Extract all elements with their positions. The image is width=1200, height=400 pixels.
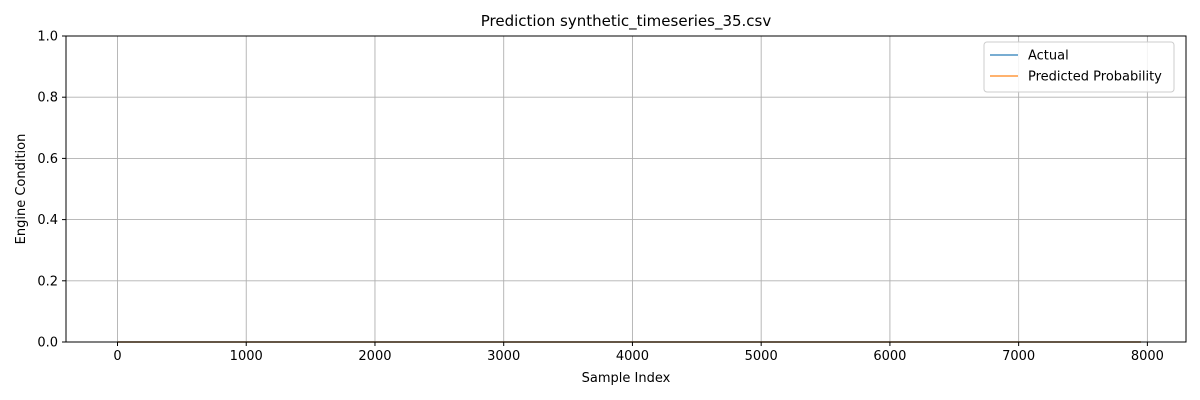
- x-tick-label: 5000: [745, 349, 778, 364]
- x-tick-label: 0: [113, 349, 121, 364]
- x-tick-label: 1000: [230, 349, 263, 364]
- x-tick-label: 6000: [873, 349, 906, 364]
- y-tick-label: 0.2: [37, 274, 58, 289]
- x-tick-label: 7000: [1002, 349, 1035, 364]
- x-axis-ticks: 0 1000 2000 3000 4000 5000 6000 7000 8000: [113, 342, 1164, 364]
- y-tick-label: 0.0: [37, 336, 58, 351]
- legend: Actual Predicted Probability: [983, 41, 1175, 93]
- y-tick-label: 0.8: [37, 91, 58, 106]
- legend-label: Actual: [1028, 49, 1069, 64]
- y-axis-ticks: 0.0 0.2 0.4 0.6 0.8 1.0: [37, 30, 66, 351]
- chart-title: Prediction synthetic_timeseries_35.csv: [481, 12, 772, 31]
- y-tick-label: 0.6: [37, 152, 58, 167]
- x-tick-label: 8000: [1131, 349, 1164, 364]
- y-tick-label: 1.0: [37, 30, 58, 45]
- x-axis-label: Sample Index: [582, 371, 671, 386]
- axes-frame: [65, 35, 1187, 343]
- x-tick-label: 4000: [616, 349, 649, 364]
- y-tick-label: 0.4: [37, 213, 58, 228]
- x-tick-label: 3000: [487, 349, 520, 364]
- legend-box: [983, 41, 1175, 93]
- x-tick-label: 2000: [358, 349, 391, 364]
- legend-label: Predicted Probability: [1028, 70, 1162, 85]
- y-axis-label: Engine Condition: [14, 134, 29, 245]
